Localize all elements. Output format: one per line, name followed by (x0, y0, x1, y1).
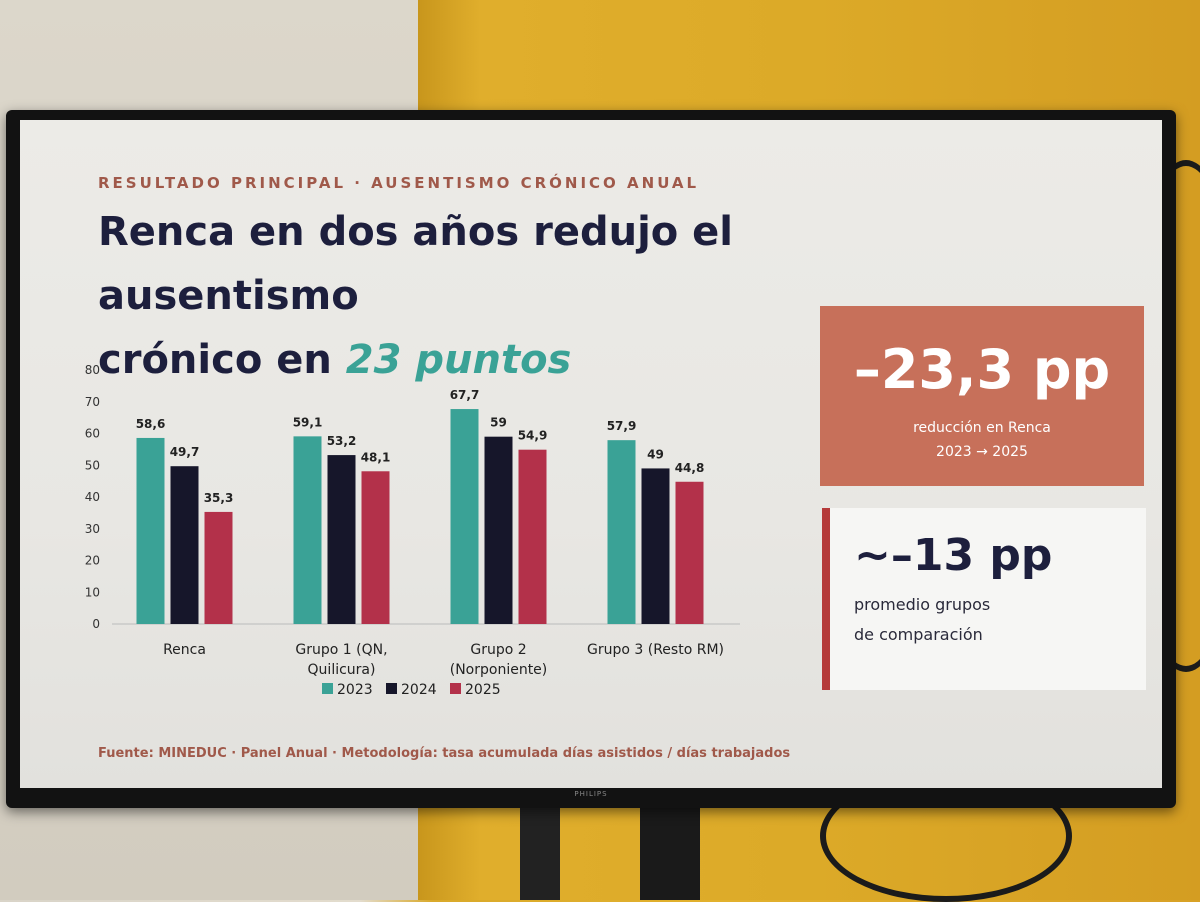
legend-swatch-2024 (386, 683, 397, 694)
data-label: 48,1 (361, 450, 391, 464)
data-label: 49,7 (170, 445, 200, 459)
data-label: 59,1 (293, 415, 323, 429)
tv-monitor: RESULTADO PRINCIPAL · AUSENTISMO CRÓNICO… (6, 110, 1176, 808)
bar-2024 (170, 466, 199, 624)
bar-2023 (450, 409, 479, 624)
slide-screen: RESULTADO PRINCIPAL · AUSENTISMO CRÓNICO… (20, 120, 1162, 788)
data-label: 44,8 (675, 461, 705, 475)
kpi-secondary-card: ~–13 pp promedio grupos de comparación (822, 508, 1146, 690)
x-tick-label: Renca (163, 642, 206, 658)
y-tick-label: 10 (85, 585, 100, 599)
bar-chart: 0 10 20 30 40 50 60 70 80 58,6 49,7 35,3 Renca 59,1 53… (85, 363, 740, 698)
y-tick-label: 40 (85, 490, 100, 504)
slide-title: Renca en dos años redujo el ausentismo c… (98, 200, 998, 392)
data-label: 59 (490, 416, 507, 430)
tv-stand (640, 790, 700, 900)
data-label: 53,2 (327, 434, 357, 448)
bar-2024 (327, 455, 356, 624)
kpi-secondary-caption-2: de comparación (854, 625, 983, 644)
bar-2025 (675, 481, 704, 624)
x-tick-label: Grupo 1 (QN, (295, 642, 387, 658)
bar-2024 (484, 436, 513, 624)
legend-swatch-2023 (322, 683, 333, 694)
x-tick-label: Grupo 2 (470, 642, 526, 658)
y-tick-label: 80 (85, 363, 100, 377)
y-tick-label: 0 (92, 617, 100, 631)
kpi-primary-card: –23,3 pp reducción en Renca 2023 → 2025 (820, 306, 1144, 486)
x-tick-label: Quilicura) (308, 662, 376, 678)
x-tick-label: (Norponiente) (450, 662, 548, 678)
title-line-1: Renca en dos años redujo el ausentismo (98, 209, 734, 319)
title-line-2-prefix: crónico en (98, 337, 346, 383)
data-label: 54,9 (518, 429, 548, 443)
kpi-primary-caption: reducción en Renca (913, 420, 1051, 436)
data-label: 67,7 (450, 388, 480, 402)
bar-2025 (518, 449, 547, 624)
bar-2025 (204, 511, 233, 624)
kpi-primary-period: 2023 → 2025 (936, 444, 1028, 460)
legend-label: 2025 (465, 682, 501, 698)
y-tick-label: 30 (85, 522, 100, 536)
tv-brand-logo: PHILIPS (574, 790, 608, 798)
legend-swatch-2025 (450, 683, 461, 694)
data-label: 58,6 (136, 417, 166, 431)
bar-2023 (136, 437, 165, 624)
y-tick-label: 20 (85, 554, 100, 568)
title-highlight: 23 puntos (345, 337, 572, 383)
bar-2025 (361, 471, 390, 624)
kpi-secondary-value: ~–13 pp (854, 530, 1053, 581)
title-line-2: crónico en 23 puntos (98, 328, 998, 392)
kpi-secondary-caption-1: promedio grupos (854, 595, 991, 614)
tv-stand-left (520, 790, 560, 900)
legend-label: 2023 (337, 682, 373, 698)
kpi-primary-value: –23,3 pp (853, 338, 1111, 401)
data-label: 35,3 (204, 491, 234, 505)
slide-eyebrow: RESULTADO PRINCIPAL · AUSENTISMO CRÓNICO… (98, 174, 700, 192)
legend-label: 2024 (401, 682, 437, 698)
slide-source: Fuente: MINEDUC · Panel Anual · Metodolo… (98, 746, 791, 761)
y-tick-label: 70 (85, 395, 100, 409)
data-label: 49 (647, 447, 664, 461)
bar-2024 (641, 468, 670, 624)
x-tick-label: Grupo 3 (Resto RM) (587, 642, 724, 658)
data-label: 57,9 (607, 419, 637, 433)
y-tick-label: 50 (85, 458, 100, 472)
bar-2023 (607, 440, 636, 624)
y-tick-label: 60 (85, 427, 100, 441)
bar-2023 (293, 436, 322, 624)
